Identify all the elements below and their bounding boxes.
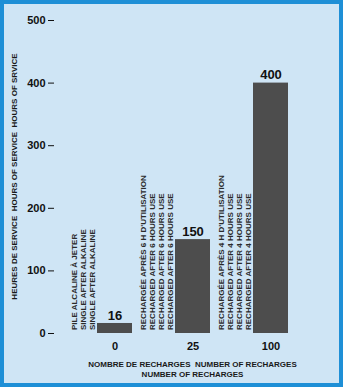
svg-text:0: 0 (112, 340, 118, 352)
svg-text:300: 300 (27, 139, 45, 151)
svg-text:RECHARGED AFTER 4 HOURS USE: RECHARGED AFTER 4 HOURS USE (235, 193, 244, 330)
svg-text:RECHARGED AFTER 6 HOURS USE: RECHARGED AFTER 6 HOURS USE (148, 193, 157, 330)
svg-text:RECHARGED AFTER 4 HOURS USE: RECHARGED AFTER 4 HOURS USE (226, 193, 235, 330)
svg-text:RECHARGÉE APRÈS 4 H D'UTILISAT: RECHARGÉE APRÈS 4 H D'UTILISATION (217, 175, 226, 330)
svg-text:RECHARGÉE APRÈS 6 H D'UTILISAT: RECHARGÉE APRÈS 6 H D'UTILISATION (139, 175, 148, 330)
svg-text:0: 0 (39, 327, 45, 339)
svg-text:100: 100 (27, 264, 45, 276)
svg-text:RECHARGED AFTER 4 HOURS USE: RECHARGED AFTER 4 HOURS USE (244, 193, 253, 330)
svg-text:200: 200 (27, 202, 45, 214)
svg-text:16: 16 (108, 308, 122, 323)
svg-text:400: 400 (260, 67, 282, 82)
svg-text:RECHARGED AFTER 6 HOURS USE: RECHARGED AFTER 6 HOURS USE (157, 193, 166, 330)
svg-text:150: 150 (182, 224, 204, 239)
svg-text:NOMBRE DE RECHARGES NUMBER OF: NOMBRE DE RECHARGES NUMBER OF RECHARGES (88, 360, 297, 369)
svg-text:25: 25 (187, 340, 199, 352)
svg-text:NUMBER OF RECHARGES: NUMBER OF RECHARGES (142, 370, 244, 379)
svg-text:100: 100 (262, 340, 280, 352)
svg-text:500: 500 (27, 14, 45, 26)
svg-text:HEURES DE SERVICE HOURS OF SE: HEURES DE SERVICE HOURS OF SERVICE HOURS… (10, 53, 19, 300)
svg-text:SINGLE AFTER ALKALINE: SINGLE AFTER ALKALINE (79, 229, 88, 330)
svg-text:RECHARGED AFTER 6 HOURS USE: RECHARGED AFTER 6 HOURS USE (166, 193, 175, 330)
svg-text:PILE ALCALINE À JETER: PILE ALCALINE À JETER (70, 234, 79, 330)
svg-text:SINGLE AFTER ALKALINE: SINGLE AFTER ALKALINE (88, 229, 97, 330)
svg-text:400: 400 (27, 77, 45, 89)
